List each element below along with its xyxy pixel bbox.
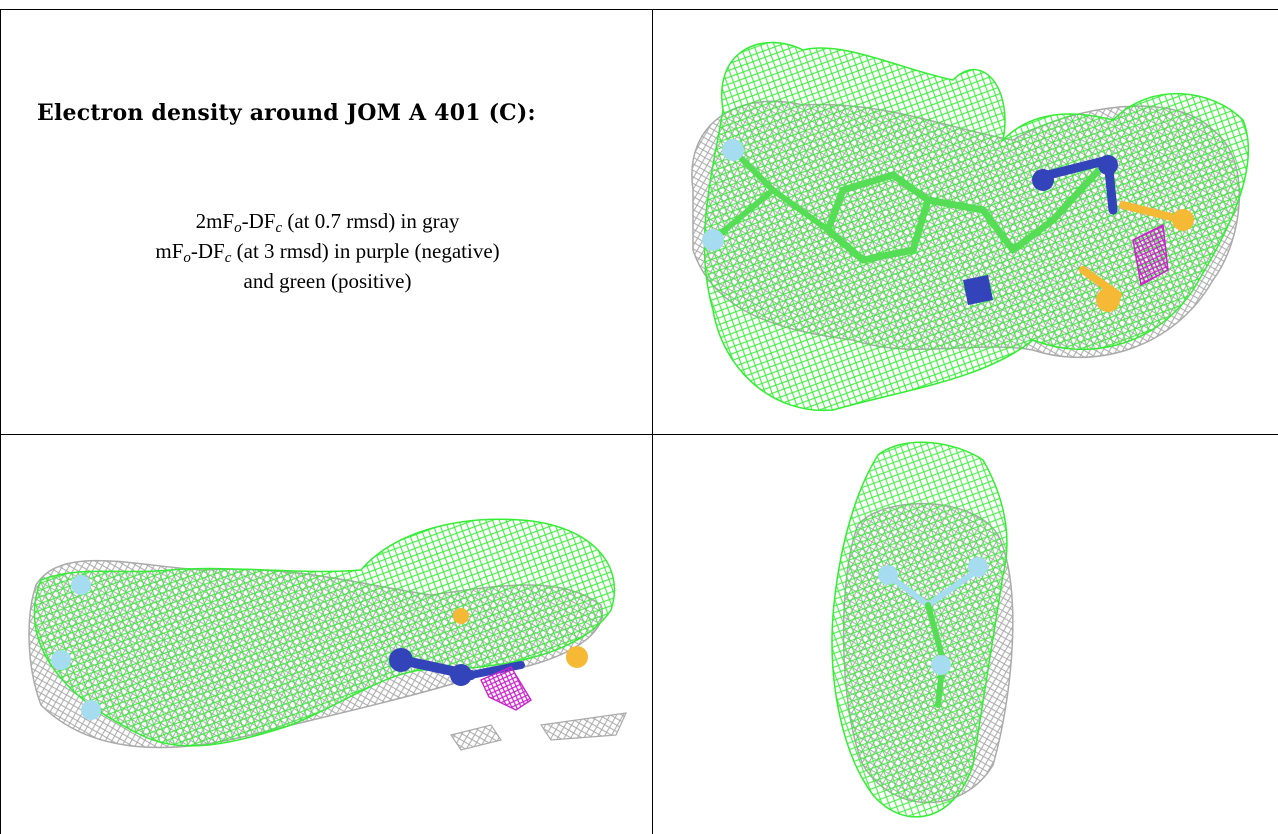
density-view-1 <box>653 9 1278 434</box>
ligand-model-2 <box>51 575 588 720</box>
green-mesh-3 <box>831 441 1008 818</box>
purple-mesh-2 <box>480 666 532 711</box>
gray-fragment-b <box>539 712 627 741</box>
gray-fragment-a <box>450 724 502 751</box>
ligand-model-3 <box>878 557 988 708</box>
density-view-2 <box>0 434 653 834</box>
legend-line-positive: and green (positive) <box>243 269 412 293</box>
caption-title: Electron density around JOM A 401 (C): <box>37 100 536 126</box>
legend-line-fofc: mFo-DFc (at 3 rmsd) in purple (negative) <box>155 239 500 266</box>
density-render-1 <box>691 41 1250 412</box>
ligand-model-1 <box>702 139 1194 312</box>
density-render-3 <box>831 441 1014 818</box>
caption-cell: Electron density around JOM A 401 (C): 2… <box>0 9 653 434</box>
green-mesh-1 <box>703 41 1250 412</box>
purple-mesh-1 <box>1132 223 1169 287</box>
green-mesh-2 <box>33 518 616 747</box>
caption-legend: 2mFo-DFc (at 0.7 rmsd) in gray mFo-DFc (… <box>1 206 652 296</box>
density-render-2 <box>28 518 627 751</box>
legend-line-2fofc: 2mFo-DFc (at 0.7 rmsd) in gray <box>195 209 460 236</box>
density-view-3 <box>653 434 1278 834</box>
